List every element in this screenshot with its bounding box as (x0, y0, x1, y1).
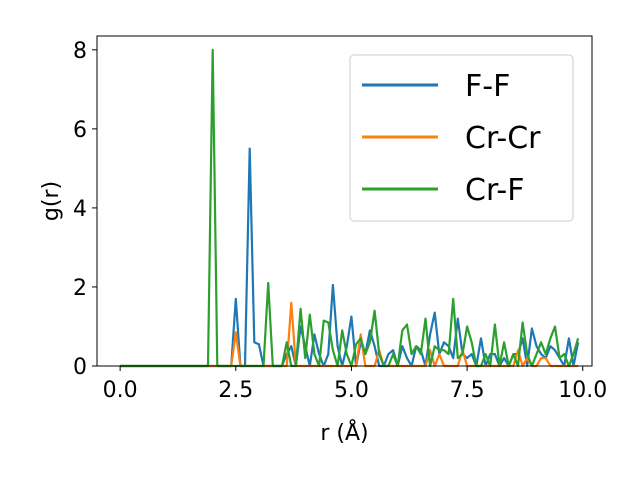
x-tick-label: 7.5 (450, 378, 485, 403)
axis-ticks: 0.0 2.5 5.0 7.5 10.0 0 2 4 6 8 (73, 39, 607, 403)
legend-box (349, 54, 574, 222)
x-tick-label: 5.0 (334, 378, 369, 403)
legend-label-cr-cr: Cr-Cr (465, 121, 541, 156)
y-tick-label: 0 (73, 355, 87, 380)
y-tick-label: 4 (73, 197, 87, 222)
y-tick-label: 2 (73, 276, 87, 301)
x-tick-label: 0.0 (103, 378, 138, 403)
x-tick-label: 2.5 (218, 378, 253, 403)
legend-label-cr-f: Cr-F (465, 173, 524, 208)
legend: F-F Cr-Cr Cr-F (349, 54, 574, 222)
y-tick-label: 8 (73, 39, 87, 64)
y-axis-label: g(r) (39, 181, 64, 221)
x-axis-label: r (Å) (320, 419, 368, 446)
legend-label-f-f: F-F (465, 69, 510, 104)
series-line-cr-f (120, 48, 580, 368)
plot-frame (96, 35, 593, 367)
x-tick-label: 10.0 (558, 378, 607, 403)
y-tick-label: 6 (73, 118, 87, 143)
